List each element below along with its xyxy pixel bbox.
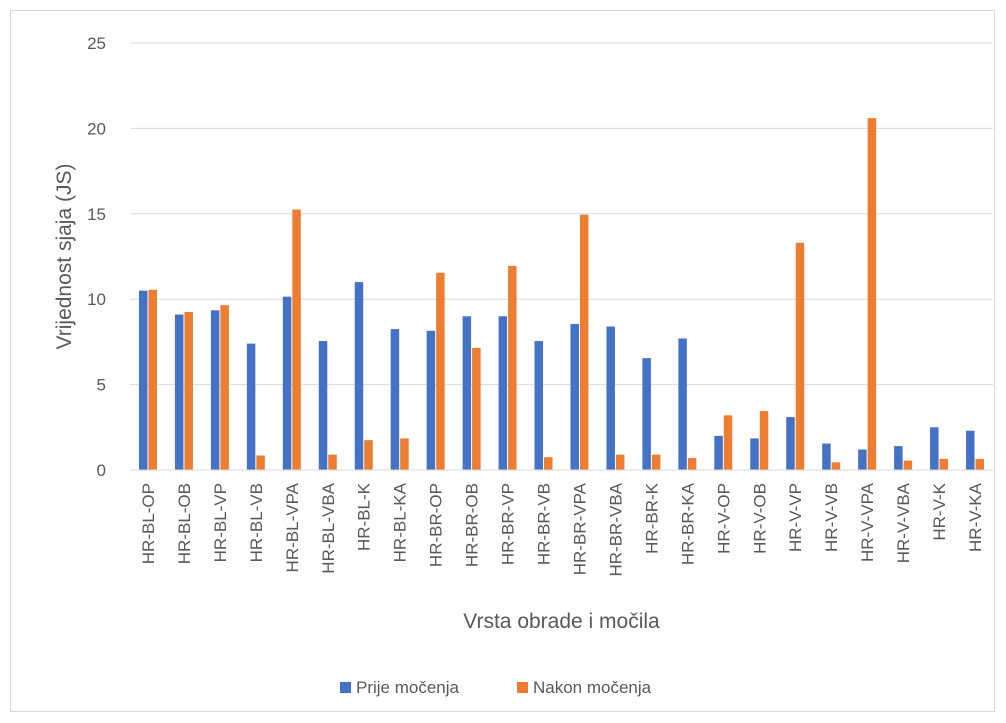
bar-nakon-hr-br-vp — [508, 265, 517, 470]
x-tick-label: HR-BL-VBA — [319, 482, 338, 573]
x-tick-label: HR-BR-VB — [535, 483, 554, 565]
bar-nakon-hr-v-ka — [975, 458, 985, 470]
bar-nakon-hr-v-vp — [795, 242, 805, 470]
bar-nakon-hr-bl-ob — [184, 312, 193, 470]
bar-prije-hr-bl-k — [354, 282, 364, 470]
x-axis-ticks: HR-BL-OP HR-BL-OB HR-BL-VP HR-BL-VB HR-BL-VP… — [139, 482, 985, 576]
bar-nakon-hr-bl-vpa — [292, 209, 301, 470]
x-tick-label: HR-V-OB — [750, 483, 769, 554]
x-tick-label: HR-BR-VPA — [570, 482, 589, 575]
x-tick-label: HR-V-KA — [966, 482, 985, 552]
bar-prije-hr-bl-op — [138, 290, 148, 470]
y-tick-label: 15 — [87, 205, 106, 224]
bar-prije-hr-v-vpa — [858, 449, 867, 470]
bar-prije-hr-br-vba — [606, 326, 615, 470]
bar-nakon-hr-br-vba — [615, 454, 625, 470]
y-tick-label: 10 — [87, 290, 106, 309]
bars — [138, 118, 985, 470]
bar-prije-hr-v-vp — [786, 417, 795, 470]
bar-prije-hr-br-vp — [498, 316, 508, 470]
bar-nakon-hr-v-vba — [903, 460, 913, 470]
y-axis-ticks: 0 5 10 15 20 25 — [87, 34, 106, 480]
legend-swatch-nakon — [517, 682, 528, 693]
bar-prije-hr-bl-vb — [246, 343, 256, 470]
bar-prije-hr-br-op — [426, 330, 436, 470]
x-tick-label: HR-BR-VBA — [606, 482, 625, 576]
bar-nakon-hr-br-k — [651, 454, 661, 470]
x-tick-label: HR-BR-K — [642, 482, 661, 553]
legend-label-nakon: Nakon močenja — [533, 678, 652, 697]
bar-prije-hr-v-vb — [822, 443, 831, 470]
bar-prije-hr-v-op — [714, 435, 723, 470]
x-tick-label: HR-BR-OP — [427, 483, 446, 567]
bar-prije-hr-v-ka — [966, 430, 975, 470]
x-tick-label: HR-BL-OB — [175, 483, 194, 564]
bar-prije-hr-br-k — [642, 358, 651, 470]
bar-nakon-hr-bl-op — [148, 289, 157, 470]
bar-prije-hr-br-vb — [534, 341, 544, 470]
bar-prije-hr-bl-vp — [210, 310, 220, 470]
x-tick-label: HR-V-K — [930, 482, 949, 540]
y-tick-label: 25 — [87, 34, 106, 53]
bar-nakon-hr-bl-vp — [220, 305, 229, 470]
legend: Prije močenja Nakon močenja — [340, 678, 652, 697]
y-tick-label: 20 — [87, 119, 106, 138]
x-tick-label: HR-BL-OP — [139, 483, 158, 564]
x-tick-label: HR-V-OP — [714, 483, 733, 554]
legend-label-prije: Prije močenja — [356, 678, 460, 697]
bar-nakon-hr-v-ob — [759, 411, 769, 470]
x-tick-label: HR-V-VPA — [858, 482, 877, 562]
x-tick-label: HR-BL-VP — [211, 483, 230, 562]
bar-prije-hr-v-k — [930, 427, 939, 470]
bar-prije-hr-v-vba — [894, 446, 903, 470]
bar-nakon-hr-v-vpa — [867, 118, 877, 470]
y-tick-label: 0 — [97, 461, 106, 480]
x-tick-label: HR-BR-VP — [499, 483, 518, 565]
bar-nakon-hr-v-op — [723, 415, 733, 470]
bar-nakon-hr-bl-k — [364, 440, 373, 470]
bar-nakon-hr-br-vb — [544, 457, 553, 470]
x-tick-label: HR-V-VBA — [894, 482, 913, 563]
x-tick-label: HR-V-VB — [822, 483, 841, 552]
bar-nakon-hr-v-vb — [831, 462, 841, 470]
x-tick-label: HR-BR-KA — [678, 482, 697, 565]
bar-nakon-hr-v-k — [939, 458, 949, 470]
x-tick-label: HR-BL-KA — [391, 482, 410, 562]
bar-prije-hr-v-ob — [750, 438, 759, 470]
bar-prije-hr-br-vpa — [570, 323, 579, 470]
bar-nakon-hr-bl-ka — [400, 438, 409, 470]
bar-prije-hr-bl-ka — [390, 329, 400, 470]
bar-prije-hr-bl-vpa — [282, 296, 292, 470]
x-tick-label: HR-BL-K — [355, 482, 374, 551]
bar-prije-hr-bl-vba — [318, 341, 328, 470]
bar-nakon-hr-br-op — [436, 272, 445, 470]
x-tick-label: HR-V-VP — [786, 483, 805, 552]
gridlines — [130, 42, 993, 386]
bar-nakon-hr-br-ob — [472, 347, 481, 470]
y-axis-title: Vrijednost sjaja (JS) — [53, 164, 76, 350]
x-tick-label: HR-BL-VB — [247, 483, 266, 562]
x-tick-label: HR-BR-OB — [463, 483, 482, 567]
bar-prije-hr-br-ob — [462, 316, 472, 470]
bar-nakon-hr-br-vpa — [579, 214, 589, 470]
bar-nakon-hr-bl-vb — [256, 455, 265, 470]
bar-nakon-hr-br-ka — [687, 458, 697, 470]
bar-nakon-hr-bl-vba — [328, 454, 337, 470]
legend-swatch-prije — [340, 682, 351, 693]
x-axis-title: Vrsta obrade i močila — [463, 610, 660, 633]
x-tick-label: HR-BL-VPA — [283, 482, 302, 572]
bar-prije-hr-br-ka — [678, 338, 687, 470]
bar-prije-hr-bl-ob — [174, 314, 184, 470]
y-tick-label: 5 — [97, 376, 106, 395]
